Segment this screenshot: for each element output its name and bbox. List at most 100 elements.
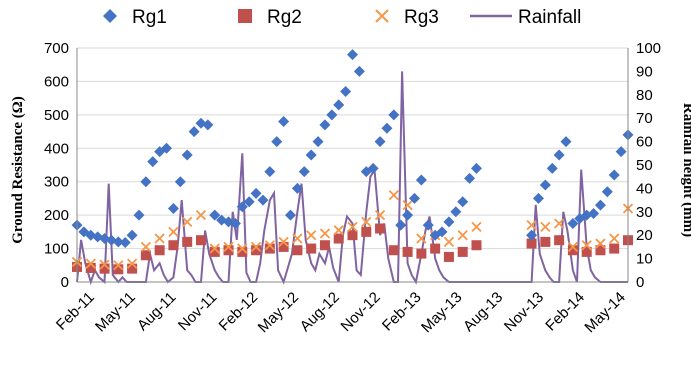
rg2-point	[306, 243, 317, 254]
rg1-point	[608, 169, 620, 181]
rg3-point	[154, 233, 165, 244]
rg3-point	[319, 228, 331, 239]
y2-tick-label: 80	[636, 87, 653, 104]
y2-tick-label: 70	[636, 110, 653, 127]
rg1-point	[408, 192, 420, 204]
x-tick-label: Feb-11	[53, 289, 98, 334]
rg2-point	[85, 262, 96, 273]
rg3-point	[223, 241, 234, 253]
rg3-point	[553, 218, 565, 229]
rg1-point	[140, 176, 152, 188]
x-tick-label: May-12	[255, 289, 302, 336]
series-rg2	[72, 223, 633, 275]
rg1-point	[560, 136, 572, 148]
rg3-point	[388, 189, 399, 201]
rg1-point	[402, 209, 414, 221]
rg2-point	[264, 243, 275, 254]
rg1-point	[229, 218, 241, 229]
rg3-point	[264, 240, 275, 251]
rg2-point	[416, 248, 427, 259]
rg2-point	[471, 240, 482, 251]
rg3-point	[457, 230, 468, 241]
legend: Rg1 Rg2 Rg3 Rainfall	[103, 7, 581, 28]
rg2-point	[182, 236, 193, 247]
y-tick-label: 700	[44, 40, 69, 57]
rg3-point	[361, 216, 372, 227]
rg3-point	[402, 199, 413, 211]
rg2-point	[581, 246, 592, 257]
rg1-point	[236, 201, 248, 213]
rg3-point	[182, 216, 193, 227]
y2-tick-label: 40	[636, 180, 653, 197]
rg1-point	[553, 149, 565, 161]
rg1-point	[278, 116, 290, 128]
rg1-point	[298, 166, 310, 178]
rg1-point	[209, 209, 221, 221]
rg2-point	[526, 238, 537, 249]
rg1-point	[147, 156, 159, 168]
x-tick-label: Aug-12	[297, 289, 343, 335]
rg3-point	[347, 221, 358, 232]
rg3-point	[113, 260, 124, 271]
rg2-point	[333, 233, 344, 244]
legend-label: Rg1	[132, 7, 167, 28]
rg3-point	[168, 226, 179, 237]
rg1-point	[526, 229, 538, 241]
rg1-point	[594, 199, 606, 211]
y-axis-ticks: 0 100 200 300 400 500 600 700	[44, 40, 69, 291]
rg1-point	[567, 218, 579, 229]
rg2-point	[127, 263, 138, 274]
rg3-point	[581, 240, 592, 251]
rg1-point	[443, 216, 455, 228]
x-tick-label: Nov-13	[501, 289, 547, 335]
rg3-point	[443, 236, 455, 248]
legend-marker-rg2	[238, 9, 252, 23]
rg2-point	[251, 245, 262, 256]
rg2-point	[278, 241, 289, 252]
rg1-point	[588, 207, 600, 219]
y-tick-label: 300	[44, 174, 69, 191]
rg1-point	[601, 186, 613, 198]
rg1-point	[167, 202, 179, 214]
x-tick-label: May-11	[92, 289, 139, 336]
rg2-point	[99, 263, 110, 274]
rg1-point	[291, 182, 303, 194]
rg3-point	[306, 230, 317, 241]
rg3-point	[567, 241, 579, 253]
y-tick-label: 400	[44, 140, 69, 157]
rg2-point	[375, 223, 386, 234]
axes	[76, 48, 629, 283]
rg1-point	[133, 209, 145, 221]
rg2-point	[540, 236, 551, 247]
rg1-point	[181, 149, 193, 161]
rg1-point	[464, 172, 476, 184]
y2-axis-ticks: 0 10 20 30 40 50 60 70 80 90 100	[636, 40, 661, 291]
x-tick-label: May-14	[581, 289, 628, 336]
x-tick-label: Feb-12	[216, 289, 262, 335]
rg2-point	[430, 243, 441, 254]
x-tick-label: Aug-13	[460, 289, 506, 335]
rg2-point	[457, 246, 468, 257]
rg3-point	[595, 238, 606, 249]
rg1-point	[546, 162, 558, 174]
rg3-point	[140, 241, 152, 253]
rg1-point	[126, 229, 138, 241]
rg1-point	[353, 65, 365, 77]
rg1-point	[395, 219, 407, 231]
rg2-point	[388, 245, 399, 256]
rg1-point	[188, 126, 200, 138]
series-rg3	[71, 189, 634, 271]
rg1-point	[243, 196, 255, 208]
rg2-point	[554, 235, 565, 246]
rg2-point	[140, 250, 151, 261]
legend-label: Rainfall	[518, 7, 581, 28]
legend-label: Rg2	[267, 7, 302, 28]
y2-tick-label: 20	[636, 227, 653, 244]
y-tick-label: 0	[61, 274, 69, 291]
rg2-point	[113, 264, 124, 275]
rg1-point	[615, 146, 627, 158]
x-tick-label: Nov-12	[338, 289, 384, 335]
rg1-point	[305, 149, 317, 161]
rg1-point	[340, 85, 352, 97]
rg3-point	[526, 220, 537, 231]
